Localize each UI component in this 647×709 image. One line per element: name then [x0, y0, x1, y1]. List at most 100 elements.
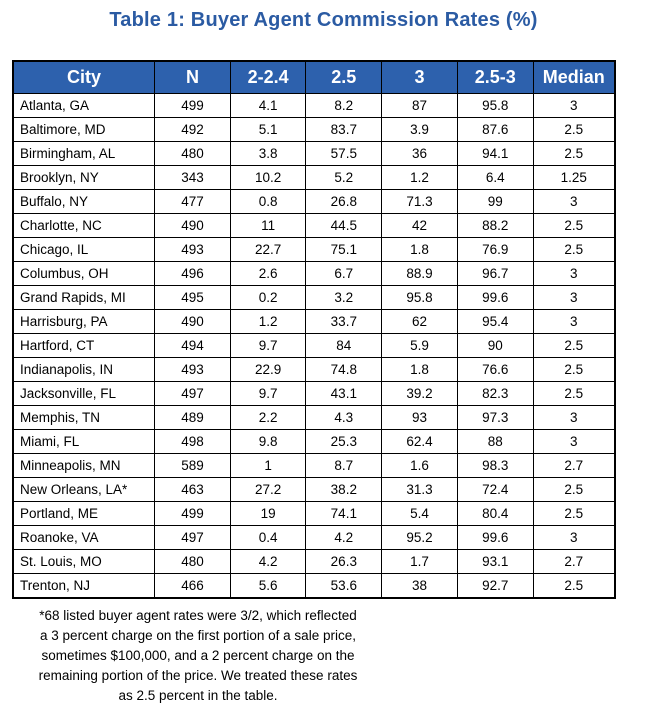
cell-pct-2-2.4: 3.8 [229, 141, 307, 166]
cell-pct-3: 38 [381, 573, 458, 599]
cell-pct-2.5-3: 95.8 [456, 93, 534, 118]
cell-city: Grand Rapids, MI [12, 285, 156, 310]
column-header-2.5-3: 2.5-3 [456, 60, 534, 94]
cell-pct-3: 3.9 [381, 117, 458, 142]
cell-city: Memphis, TN [12, 405, 156, 430]
cell-median: 3 [532, 285, 616, 310]
cell-pct-2.5-3: 97.3 [456, 405, 534, 430]
cell-pct-2.5-3: 88 [456, 429, 534, 454]
column-header-2.5: 2.5 [305, 60, 383, 94]
cell-city: Portland, ME [12, 501, 156, 526]
cell-pct-2.5-3: 88.2 [456, 213, 534, 238]
cell-median: 3 [532, 429, 616, 454]
table-row: Trenton, NJ 466 5.6 53.6 38 92.7 2.5 [12, 573, 616, 599]
cell-pct-2.5: 74.8 [305, 357, 383, 382]
cell-city: Minneapolis, MN [12, 453, 156, 478]
cell-median: 2.5 [532, 213, 616, 238]
cell-n: 466 [154, 573, 231, 599]
cell-pct-2.5: 25.3 [305, 429, 383, 454]
table-row: Indianapolis, IN 493 22.9 74.8 1.8 76.6 2.5 [12, 357, 616, 382]
cell-pct-2.5-3: 76.9 [456, 237, 534, 262]
cell-pct-3: 88.9 [381, 261, 458, 286]
cell-pct-2-2.4: 11 [229, 213, 307, 238]
cell-city: St. Louis, MO [12, 549, 156, 574]
cell-city: Miami, FL [12, 429, 156, 454]
table-body: Atlanta, GA 499 4.1 8.2 87 95.8 3 Baltimore, MD… [12, 93, 616, 599]
cell-pct-3: 1.8 [381, 237, 458, 262]
cell-n: 499 [154, 93, 231, 118]
column-header-city: City [12, 60, 156, 94]
cell-n: 490 [154, 213, 231, 238]
column-header-2-2.4: 2-2.4 [229, 60, 307, 94]
table-row: Baltimore, MD 492 5.1 83.7 3.9 87.6 2.5 [12, 117, 616, 142]
table-row: Columbus, OH 496 2.6 6.7 88.9 96.7 3 [12, 261, 616, 286]
cell-pct-3: 5.9 [381, 333, 458, 358]
cell-pct-2.5: 44.5 [305, 213, 383, 238]
cell-pct-2-2.4: 9.7 [229, 381, 307, 406]
cell-median: 2.5 [532, 357, 616, 382]
cell-n: 489 [154, 405, 231, 430]
cell-pct-2.5: 8.2 [305, 93, 383, 118]
table-row: Charlotte, NC 490 11 44.5 42 88.2 2.5 [12, 213, 616, 238]
cell-pct-2-2.4: 4.2 [229, 549, 307, 574]
table-row: Minneapolis, MN 589 1 8.7 1.6 98.3 2.7 [12, 453, 616, 478]
cell-pct-2.5: 26.3 [305, 549, 383, 574]
cell-pct-2-2.4: 5.6 [229, 573, 307, 599]
cell-pct-3: 1.6 [381, 453, 458, 478]
cell-n: 494 [154, 333, 231, 358]
table-row: Chicago, IL 493 22.7 75.1 1.8 76.9 2.5 [12, 237, 616, 262]
cell-pct-3: 42 [381, 213, 458, 238]
cell-median: 3 [532, 525, 616, 550]
cell-city: Indianapolis, IN [12, 357, 156, 382]
cell-n: 497 [154, 381, 231, 406]
footnote-line: a 3 percent charge on the first portion … [40, 628, 356, 643]
cell-pct-2.5: 38.2 [305, 477, 383, 502]
cell-pct-2.5: 84 [305, 333, 383, 358]
cell-pct-2.5-3: 99.6 [456, 525, 534, 550]
cell-pct-2-2.4: 0.4 [229, 525, 307, 550]
cell-pct-2.5: 26.8 [305, 189, 383, 214]
cell-city: Atlanta, GA [12, 93, 156, 118]
cell-city: Baltimore, MD [12, 117, 156, 142]
cell-city: Jacksonville, FL [12, 381, 156, 406]
cell-pct-2.5: 4.2 [305, 525, 383, 550]
table-row: St. Louis, MO 480 4.2 26.3 1.7 93.1 2.7 [12, 549, 616, 574]
cell-pct-3: 87 [381, 93, 458, 118]
cell-pct-2.5-3: 87.6 [456, 117, 534, 142]
cell-pct-2.5-3: 94.1 [456, 141, 534, 166]
cell-median: 2.5 [532, 117, 616, 142]
footnote: *68 listed buyer agent rates were 3/2, w… [12, 606, 384, 706]
cell-city: Hartford, CT [12, 333, 156, 358]
cell-median: 3 [532, 309, 616, 334]
cell-n: 492 [154, 117, 231, 142]
cell-pct-2.5-3: 92.7 [456, 573, 534, 599]
cell-n: 463 [154, 477, 231, 502]
cell-pct-2.5: 8.7 [305, 453, 383, 478]
cell-pct-2-2.4: 4.1 [229, 93, 307, 118]
cell-city: Birmingham, AL [12, 141, 156, 166]
cell-pct-2-2.4: 5.1 [229, 117, 307, 142]
cell-pct-2-2.4: 22.9 [229, 357, 307, 382]
cell-city: Charlotte, NC [12, 213, 156, 238]
cell-pct-3: 95.2 [381, 525, 458, 550]
cell-median: 2.5 [532, 477, 616, 502]
cell-pct-2.5: 43.1 [305, 381, 383, 406]
cell-pct-2-2.4: 0.8 [229, 189, 307, 214]
table-row: Brooklyn, NY 343 10.2 5.2 1.2 6.4 1.25 [12, 165, 616, 190]
cell-pct-2-2.4: 1 [229, 453, 307, 478]
table-row: Birmingham, AL 480 3.8 57.5 36 94.1 2.5 [12, 141, 616, 166]
column-header-n: N [154, 60, 231, 94]
cell-median: 3 [532, 189, 616, 214]
footnote-line: remaining portion of the price. We treat… [38, 668, 358, 683]
cell-median: 3 [532, 93, 616, 118]
cell-median: 2.5 [532, 141, 616, 166]
footnote-line: *68 listed buyer agent rates were 3/2, w… [39, 608, 357, 623]
header-row: City N 2-2.4 2.5 3 2.5-3 Median [12, 60, 616, 94]
cell-pct-3: 31.3 [381, 477, 458, 502]
cell-pct-2-2.4: 10.2 [229, 165, 307, 190]
table-row: Portland, ME 499 19 74.1 5.4 80.4 2.5 [12, 501, 616, 526]
cell-pct-2.5: 5.2 [305, 165, 383, 190]
cell-median: 1.25 [532, 165, 616, 190]
cell-pct-2.5-3: 82.3 [456, 381, 534, 406]
cell-pct-2.5: 74.1 [305, 501, 383, 526]
